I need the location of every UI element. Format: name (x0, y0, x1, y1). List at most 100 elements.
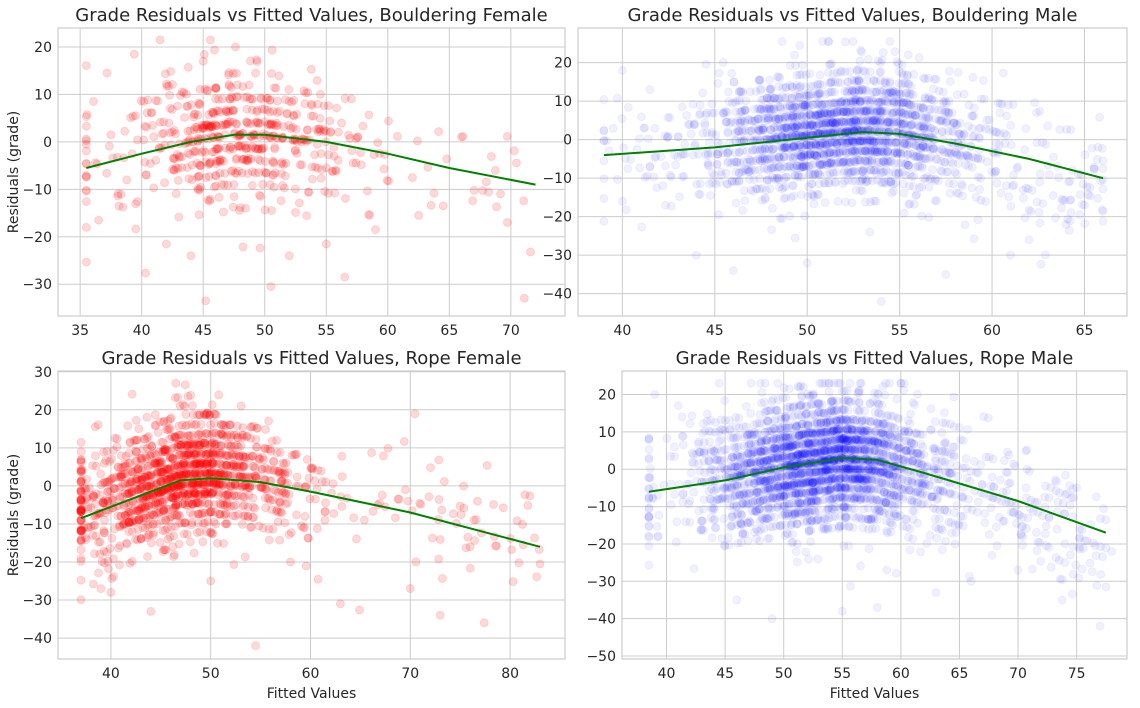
scatter-point (216, 429, 226, 439)
scatter-point (290, 145, 300, 155)
scatter-point (243, 156, 252, 166)
scatter-point (877, 95, 887, 105)
scatter-point (106, 130, 116, 140)
scatter-point (210, 83, 220, 93)
scatter-point (104, 141, 114, 151)
scatter-point (1083, 190, 1093, 200)
x-tick-label: 55 (891, 323, 909, 339)
scatter-point (1098, 184, 1108, 194)
scatter-point (239, 500, 249, 510)
scatter-point (899, 208, 909, 218)
scatter-point (863, 176, 873, 185)
scatter-point (498, 503, 508, 513)
scatter-point (237, 129, 247, 138)
scatter-point (81, 139, 91, 149)
scatter-point (838, 146, 848, 156)
scatter-points (81, 35, 535, 306)
scatter-point (171, 163, 181, 173)
scatter-point (330, 188, 340, 198)
scatter-point (810, 169, 820, 178)
scatter-point (226, 142, 236, 152)
scatter-point (131, 224, 141, 234)
scatter-point (182, 460, 192, 470)
scatter-point (1046, 562, 1056, 572)
scatter-point (918, 103, 928, 113)
scatter-point (804, 89, 813, 99)
y-axis-label: Residuals (grade) (6, 454, 22, 577)
scatter-point (215, 155, 225, 165)
scatter-point (232, 68, 241, 78)
scatter-point (762, 93, 772, 103)
scatter-point (275, 106, 285, 116)
scatter-point (195, 84, 205, 94)
scatter-point (99, 558, 109, 568)
scatter-point (471, 515, 481, 525)
scatter-point (887, 188, 897, 198)
scatter-point (76, 554, 86, 563)
scatter-point (221, 107, 231, 116)
scatter-point (321, 498, 331, 508)
scatter-point (439, 477, 449, 486)
scatter-point (312, 524, 322, 534)
scatter-point (198, 518, 208, 528)
scatter-point (1006, 120, 1016, 130)
scatter-point (795, 41, 805, 51)
scatter-point (1041, 521, 1051, 531)
scatter-point (320, 186, 330, 196)
scatter-point (199, 123, 209, 133)
scatter-point (256, 94, 266, 104)
scatter-point (272, 96, 282, 106)
scatter-point (744, 115, 754, 125)
scatter-point (221, 105, 231, 115)
y-tick-label: −10 (22, 182, 52, 198)
scatter-point (173, 392, 183, 402)
scatter-point (677, 172, 687, 182)
scatter-point (185, 150, 195, 160)
scatter-point (260, 104, 270, 114)
scatter-point (233, 142, 243, 152)
scatter-point (852, 65, 862, 75)
scatter-point (221, 107, 231, 116)
scatter-point (76, 465, 86, 474)
scatter-point (303, 125, 313, 135)
scatter-point (205, 35, 215, 45)
scatter-point (319, 101, 329, 111)
scatter-point (617, 196, 627, 206)
scatter-point (95, 549, 105, 559)
scatter-point (914, 121, 924, 131)
scatter-point (224, 70, 233, 80)
scatter-point (202, 120, 212, 130)
scatter-point (148, 120, 158, 130)
scatter-point (952, 90, 962, 100)
scatter-point (180, 113, 190, 123)
scatter-point (1097, 143, 1107, 153)
scatter-point (876, 115, 886, 125)
scatter-point (255, 156, 265, 166)
scatter-point (247, 94, 257, 104)
scatter-point (662, 133, 672, 143)
scatter-point (805, 69, 815, 79)
scatter-point (251, 144, 261, 154)
scatter-point (242, 104, 252, 114)
scatter-point (177, 87, 187, 97)
scatter-point (190, 450, 200, 460)
scatter-point (76, 486, 86, 496)
scatter-point (212, 106, 222, 116)
scatter-point (113, 543, 123, 553)
scatter-point (301, 88, 311, 98)
scatter-point (838, 158, 848, 167)
scatter-point (813, 89, 822, 99)
scatter-point (738, 205, 748, 215)
scatter-point (241, 117, 251, 127)
scatter-point (424, 492, 434, 502)
scatter-point (247, 180, 257, 190)
scatter-point (268, 156, 278, 166)
scatter-point (1026, 207, 1036, 216)
scatter-point (184, 174, 194, 184)
scatter-point (115, 560, 124, 570)
scatter-point (76, 505, 86, 514)
scatter-point (465, 563, 475, 573)
scatter-point (723, 148, 733, 158)
scatter-point (192, 146, 201, 156)
scatter-point (167, 452, 177, 462)
